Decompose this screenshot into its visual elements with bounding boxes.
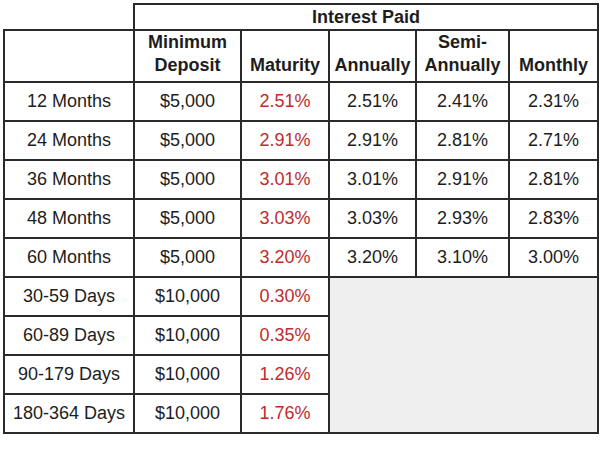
interest-rates-table: Interest Paid Minimum Deposit Maturity A… [3,3,599,434]
maturity-rate-cell: 3.20% [241,238,329,277]
annually-rate-cell: 2.51% [329,82,416,121]
empty-merged-region [329,277,598,433]
term-cell: 12 Months [4,82,134,121]
table-row: 60 Months $5,000 3.20% 3.20% 3.10% 3.00% [4,238,598,277]
deposit-cell: $10,000 [134,316,241,355]
annually-rate-cell: 3.01% [329,160,416,199]
col-header-maturity: Maturity [241,30,329,82]
deposit-cell: $5,000 [134,238,241,277]
table-title-row: Interest Paid [4,4,598,30]
maturity-rate-cell: 1.26% [241,355,329,394]
maturity-rate-cell: 1.76% [241,394,329,433]
deposit-cell: $10,000 [134,277,241,316]
maturity-rate-cell: 2.91% [241,121,329,160]
semi-annually-rate-cell: 2.93% [416,199,509,238]
deposit-cell: $5,000 [134,199,241,238]
col-header-monthly: Monthly [509,30,598,82]
col-header-semi-annually: Semi-Annually [416,30,509,82]
term-cell: 90-179 Days [4,355,134,394]
maturity-rate-cell: 3.03% [241,199,329,238]
monthly-rate-cell: 2.83% [509,199,598,238]
col-header-annually: Annually [329,30,416,82]
monthly-rate-cell: 2.81% [509,160,598,199]
semi-annually-rate-cell: 2.41% [416,82,509,121]
term-cell: 24 Months [4,121,134,160]
deposit-cell: $5,000 [134,82,241,121]
monthly-rate-cell: 2.31% [509,82,598,121]
term-cell: 36 Months [4,160,134,199]
deposit-cell: $10,000 [134,355,241,394]
term-cell: 48 Months [4,199,134,238]
blank-header-cell [4,30,134,82]
maturity-rate-cell: 0.35% [241,316,329,355]
annually-rate-cell: 2.91% [329,121,416,160]
term-cell: 30-59 Days [4,277,134,316]
table-row: 48 Months $5,000 3.03% 3.03% 2.93% 2.83% [4,199,598,238]
monthly-rate-cell: 2.71% [509,121,598,160]
corner-spacer [4,4,134,30]
maturity-rate-cell: 3.01% [241,160,329,199]
maturity-rate-cell: 0.30% [241,277,329,316]
semi-annually-rate-cell: 2.91% [416,160,509,199]
table-row: 12 Months $5,000 2.51% 2.51% 2.41% 2.31% [4,82,598,121]
table-row: 36 Months $5,000 3.01% 3.01% 2.91% 2.81% [4,160,598,199]
col-header-minimum-deposit: Minimum Deposit [134,30,241,82]
term-cell: 180-364 Days [4,394,134,433]
annually-rate-cell: 3.20% [329,238,416,277]
maturity-rate-cell: 2.51% [241,82,329,121]
term-cell: 60-89 Days [4,316,134,355]
annually-rate-cell: 3.03% [329,199,416,238]
term-cell: 60 Months [4,238,134,277]
table-header-row: Minimum Deposit Maturity Annually Semi-A… [4,30,598,82]
deposit-cell: $10,000 [134,394,241,433]
table-title: Interest Paid [134,4,598,30]
table-row: 24 Months $5,000 2.91% 2.91% 2.81% 2.71% [4,121,598,160]
semi-annually-rate-cell: 3.10% [416,238,509,277]
deposit-cell: $5,000 [134,160,241,199]
monthly-rate-cell: 3.00% [509,238,598,277]
deposit-cell: $5,000 [134,121,241,160]
semi-annually-rate-cell: 2.81% [416,121,509,160]
table-row: 30-59 Days $10,000 0.30% [4,277,598,316]
